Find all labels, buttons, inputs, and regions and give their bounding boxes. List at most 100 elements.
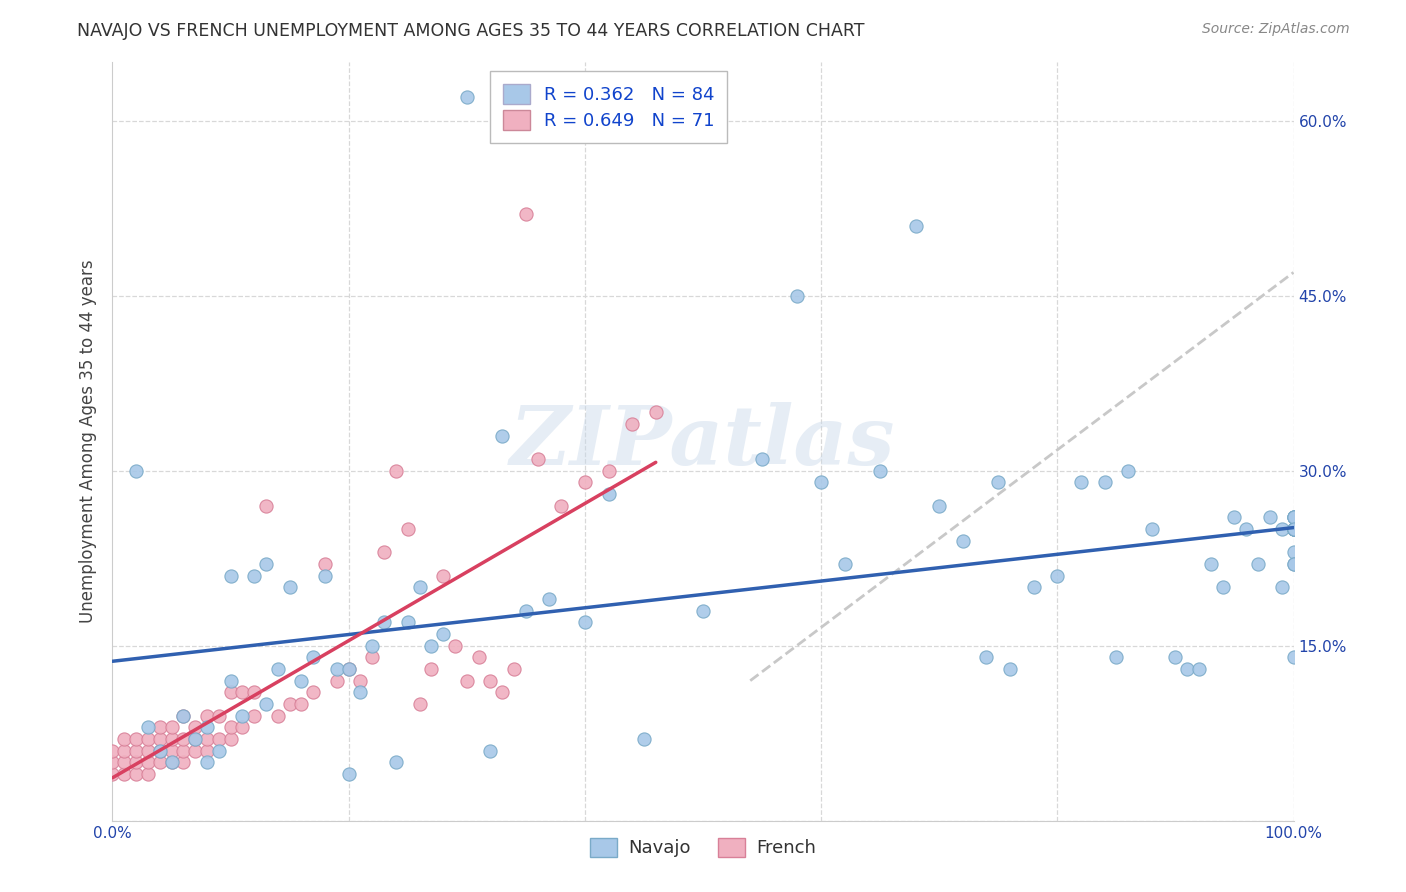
Point — [1046, 568, 1069, 582]
Point — [692, 604, 714, 618]
Point — [136, 744, 159, 758]
Point — [231, 720, 253, 734]
Point — [373, 615, 395, 630]
Point — [574, 615, 596, 630]
Point — [149, 756, 172, 770]
Point — [314, 568, 336, 582]
Point — [160, 756, 183, 770]
Point — [479, 744, 502, 758]
Point — [869, 464, 891, 478]
Point — [515, 207, 537, 221]
Point — [195, 731, 218, 746]
Point — [550, 499, 572, 513]
Text: Source: ZipAtlas.com: Source: ZipAtlas.com — [1202, 22, 1350, 37]
Point — [160, 744, 183, 758]
Point — [125, 464, 148, 478]
Point — [125, 731, 148, 746]
Point — [420, 662, 443, 676]
Point — [1223, 510, 1246, 524]
Point — [231, 685, 253, 699]
Point — [491, 428, 513, 442]
Point — [928, 499, 950, 513]
Point — [254, 499, 277, 513]
Point — [621, 417, 644, 431]
Point — [112, 744, 135, 758]
Point — [1022, 580, 1045, 594]
Point — [1116, 464, 1139, 478]
Point — [1282, 510, 1305, 524]
Point — [444, 639, 467, 653]
Point — [278, 697, 301, 711]
Point — [195, 708, 218, 723]
Point — [1070, 475, 1092, 490]
Point — [1175, 662, 1198, 676]
Point — [952, 533, 974, 548]
Point — [125, 767, 148, 781]
Point — [786, 289, 808, 303]
Point — [633, 731, 655, 746]
Point — [396, 615, 419, 630]
Point — [195, 720, 218, 734]
Point — [1164, 650, 1187, 665]
Point — [644, 405, 666, 419]
Point — [1282, 510, 1305, 524]
Point — [598, 487, 620, 501]
Point — [538, 592, 561, 607]
Point — [361, 650, 384, 665]
Point — [385, 756, 408, 770]
Point — [160, 731, 183, 746]
Point — [172, 708, 194, 723]
Point — [1188, 662, 1211, 676]
Point — [136, 756, 159, 770]
Point — [385, 464, 408, 478]
Point — [1199, 557, 1222, 571]
Point — [136, 720, 159, 734]
Point — [1282, 522, 1305, 536]
Point — [208, 731, 231, 746]
Point — [1234, 522, 1257, 536]
Point — [231, 708, 253, 723]
Point — [149, 744, 172, 758]
Point — [219, 673, 242, 688]
Point — [278, 580, 301, 594]
Point — [254, 697, 277, 711]
Point — [1282, 522, 1305, 536]
Point — [1282, 510, 1305, 524]
Point — [326, 662, 349, 676]
Point — [408, 580, 430, 594]
Point — [112, 731, 135, 746]
Point — [254, 557, 277, 571]
Point — [302, 650, 325, 665]
Text: NAVAJO VS FRENCH UNEMPLOYMENT AMONG AGES 35 TO 44 YEARS CORRELATION CHART: NAVAJO VS FRENCH UNEMPLOYMENT AMONG AGES… — [77, 22, 865, 40]
Point — [243, 568, 266, 582]
Point — [432, 568, 454, 582]
Point — [172, 731, 194, 746]
Point — [219, 685, 242, 699]
Point — [1212, 580, 1234, 594]
Point — [290, 697, 312, 711]
Point — [172, 708, 194, 723]
Point — [208, 708, 231, 723]
Point — [373, 545, 395, 559]
Point — [208, 744, 231, 758]
Point — [987, 475, 1010, 490]
Point — [136, 731, 159, 746]
Point — [160, 756, 183, 770]
Point — [326, 673, 349, 688]
Point — [1282, 557, 1305, 571]
Point — [998, 662, 1021, 676]
Point — [526, 452, 548, 467]
Point — [172, 756, 194, 770]
Point — [184, 731, 207, 746]
Point — [1282, 522, 1305, 536]
Point — [243, 708, 266, 723]
Point — [314, 557, 336, 571]
Point — [515, 604, 537, 618]
Point — [1282, 557, 1305, 571]
Point — [184, 744, 207, 758]
Point — [834, 557, 856, 571]
Point — [112, 767, 135, 781]
Point — [456, 90, 478, 104]
Point — [302, 685, 325, 699]
Legend: Navajo, French: Navajo, French — [583, 830, 823, 864]
